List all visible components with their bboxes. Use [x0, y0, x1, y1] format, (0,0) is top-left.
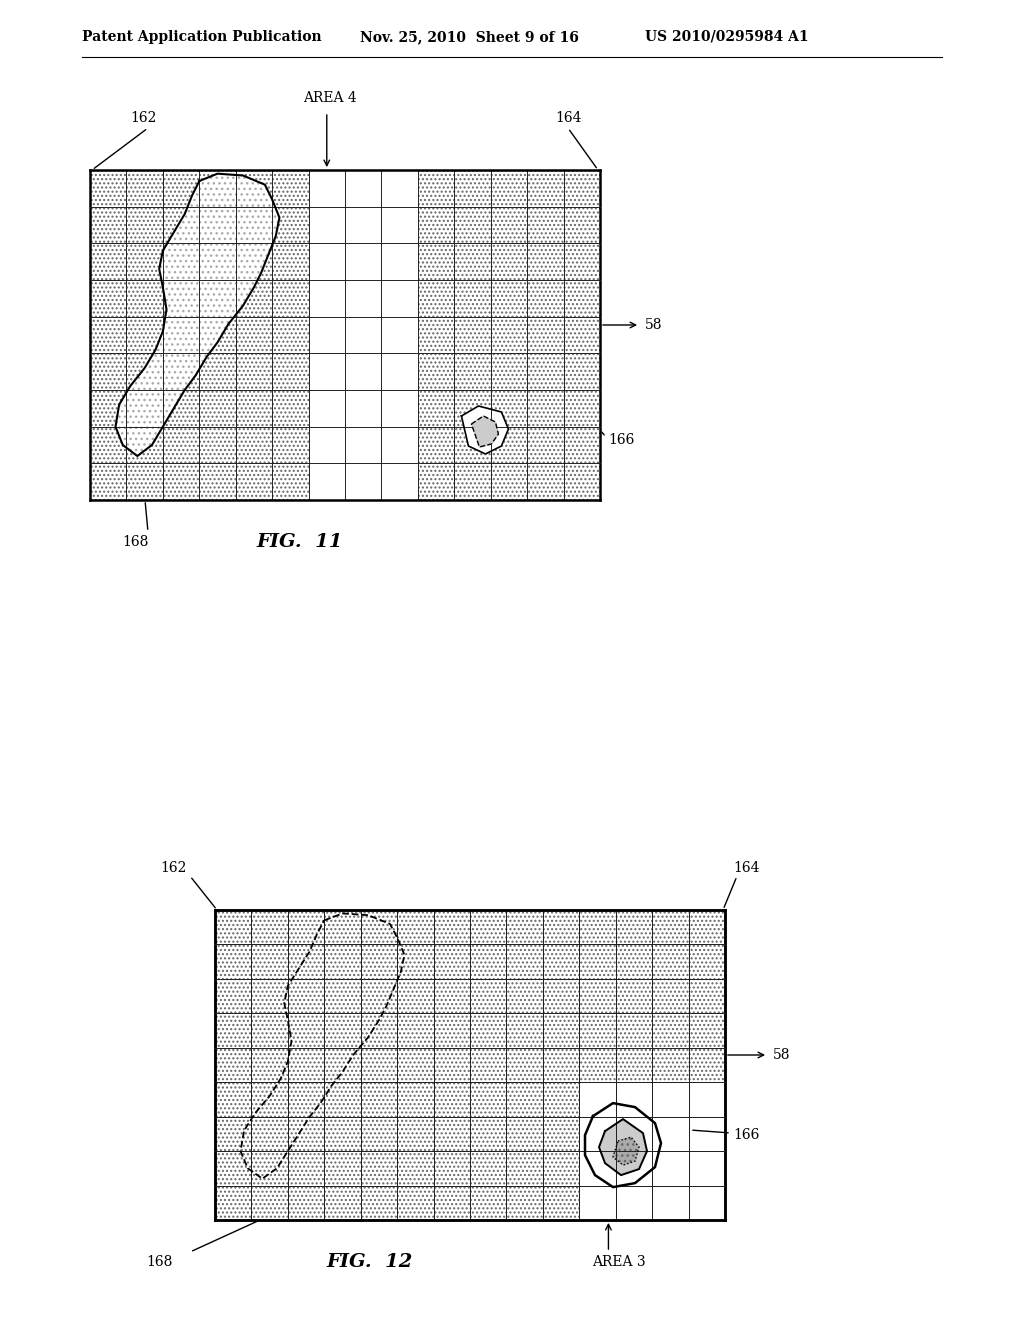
Polygon shape: [116, 174, 280, 455]
Text: 166: 166: [608, 433, 635, 447]
Bar: [418, 170, 600, 500]
Polygon shape: [613, 1137, 639, 1166]
Text: 164: 164: [555, 111, 582, 125]
Text: FIG.  11: FIG. 11: [257, 533, 343, 550]
Bar: [90, 170, 600, 500]
Text: 162: 162: [130, 111, 157, 125]
Bar: [90, 170, 308, 500]
Bar: [215, 909, 725, 1220]
Polygon shape: [585, 1104, 662, 1187]
Bar: [215, 909, 725, 1220]
Text: 168: 168: [122, 535, 148, 549]
Polygon shape: [462, 407, 509, 454]
Text: FIG.  12: FIG. 12: [327, 1253, 414, 1271]
Text: Patent Application Publication: Patent Application Publication: [82, 30, 322, 44]
Text: US 2010/0295984 A1: US 2010/0295984 A1: [645, 30, 809, 44]
Text: 164: 164: [733, 861, 760, 875]
Bar: [308, 170, 418, 500]
Text: Nov. 25, 2010  Sheet 9 of 16: Nov. 25, 2010 Sheet 9 of 16: [360, 30, 579, 44]
Text: 168: 168: [146, 1255, 173, 1269]
Text: AREA 3: AREA 3: [592, 1255, 645, 1269]
Polygon shape: [471, 416, 499, 447]
Text: 58: 58: [773, 1048, 791, 1063]
Bar: [580, 1082, 725, 1220]
Polygon shape: [599, 1119, 647, 1175]
Text: 162: 162: [160, 861, 186, 875]
Text: 166: 166: [733, 1129, 760, 1142]
Text: AREA 4: AREA 4: [303, 91, 357, 106]
Text: 58: 58: [645, 318, 663, 333]
